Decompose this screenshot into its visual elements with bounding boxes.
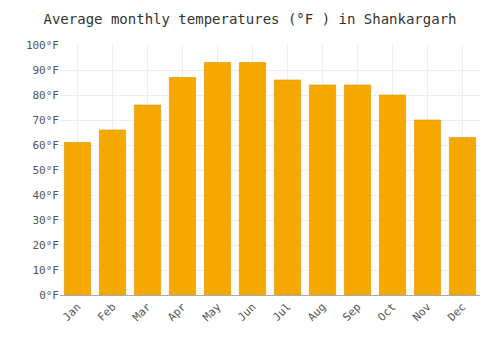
svg-text:Average monthly temperatures (: Average monthly temperatures (°F ) in Sh…	[43, 11, 456, 27]
svg-text:40°F: 40°F	[33, 189, 60, 202]
svg-text:May: May	[200, 300, 224, 324]
svg-text:100°F: 100°F	[26, 39, 59, 52]
svg-text:80°F: 80°F	[33, 89, 60, 102]
svg-text:50°F: 50°F	[33, 164, 60, 177]
svg-text:Jan: Jan	[60, 301, 83, 324]
svg-text:Dec: Dec	[445, 301, 468, 324]
svg-text:30°F: 30°F	[33, 214, 60, 227]
svg-text:Nov: Nov	[410, 300, 434, 324]
svg-text:70°F: 70°F	[33, 114, 60, 127]
svg-text:Mar: Mar	[130, 300, 154, 324]
svg-text:Apr: Apr	[165, 300, 189, 324]
svg-text:10°F: 10°F	[33, 264, 60, 277]
svg-text:Jul: Jul	[270, 301, 293, 324]
svg-text:90°F: 90°F	[33, 64, 60, 77]
svg-text:0°F: 0°F	[39, 289, 59, 302]
svg-text:Oct: Oct	[375, 301, 398, 324]
svg-text:60°F: 60°F	[33, 139, 60, 152]
svg-text:Sep: Sep	[340, 301, 363, 324]
svg-text:20°F: 20°F	[33, 239, 60, 252]
svg-text:Feb: Feb	[95, 301, 118, 324]
svg-text:Jun: Jun	[235, 301, 258, 324]
svg-text:Aug: Aug	[305, 301, 328, 324]
